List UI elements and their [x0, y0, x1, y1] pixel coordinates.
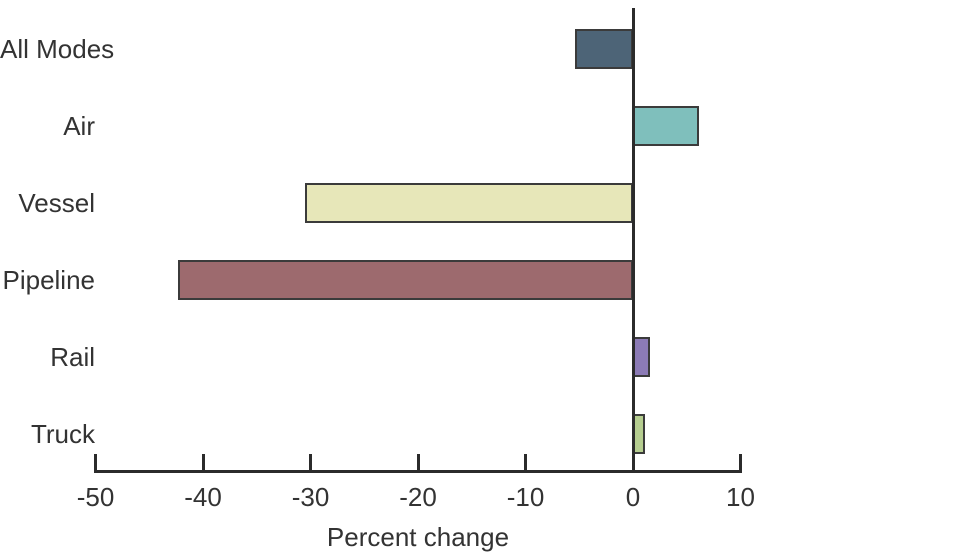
x-tick-label--20: -20 — [399, 482, 437, 512]
x-tick--20 — [416, 454, 420, 470]
category-label-truck: Truck — [30, 419, 95, 449]
bar-vessel — [305, 183, 633, 223]
x-tick--10 — [524, 454, 527, 470]
category-label-vessel: Vessel — [18, 188, 95, 218]
bar-pipeline — [178, 260, 633, 300]
x-axis-title: Percent change — [326, 522, 510, 552]
x-tick-label-0: 0 — [625, 482, 641, 512]
category-label-rail: Rail — [50, 342, 95, 372]
x-tick--50 — [94, 454, 97, 470]
bar-air — [633, 106, 699, 146]
x-tick-label--50: -50 — [76, 482, 115, 512]
x-tick-label-10: 10 — [726, 482, 755, 512]
zero-baseline — [631, 8, 635, 473]
x-tick-0 — [631, 454, 635, 470]
x-tick-label--10: -10 — [506, 482, 545, 512]
category-label-all-modes: All Modes — [0, 34, 115, 64]
x-tick--40 — [201, 454, 205, 470]
bar-all-modes — [574, 29, 633, 69]
x-tick-10 — [739, 454, 742, 470]
bar-truck — [633, 414, 645, 454]
x-tick-label--30: -30 — [291, 482, 330, 512]
x-tick-label--40: -40 — [184, 482, 222, 512]
category-label-air: Air — [63, 111, 95, 141]
category-label-pipeline: Pipeline — [2, 265, 95, 295]
x-axis-line — [94, 470, 742, 473]
bar-rail — [633, 337, 651, 377]
x-tick--30 — [309, 454, 312, 470]
